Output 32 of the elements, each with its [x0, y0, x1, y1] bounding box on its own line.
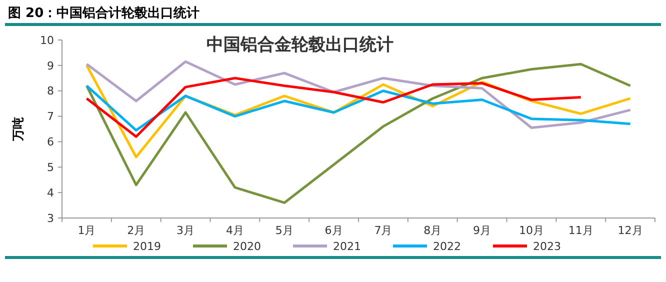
y-tick-label: 3 [47, 212, 54, 225]
x-tick-label: 3月 [176, 224, 195, 237]
chart-subtitle: 中国铝合金轮毂出口统计 [206, 35, 394, 55]
x-tick-label: 2月 [127, 224, 146, 237]
line-series [85, 84, 632, 132]
y-tick-label: 9 [47, 59, 54, 72]
x-tick-label: 5月 [275, 224, 294, 237]
y-tick-label: 4 [47, 186, 54, 200]
y-tick-label: 6 [47, 136, 54, 149]
legend-label: 2019 [133, 240, 161, 253]
x-tick-label: 6月 [324, 224, 343, 237]
chart-title: 图 20：中国铝合计轮毂出口统计 [8, 5, 200, 21]
y-tick-label: 8 [47, 84, 54, 98]
y-tick-label: 7 [47, 110, 54, 124]
y-axis-title: 万吨 [11, 117, 25, 142]
legend-label: 2020 [233, 240, 261, 253]
legend-label: 2022 [433, 240, 461, 253]
x-tick-label: 12月 [618, 224, 643, 237]
x-tick-label: 10月 [518, 224, 544, 237]
line-series [85, 60, 632, 129]
y-tick-label: 5 [47, 160, 54, 174]
x-tick-label: 11月 [568, 224, 594, 237]
legend-label: 2021 [333, 240, 361, 253]
line-series [85, 76, 582, 138]
legend-label: 2023 [533, 240, 561, 253]
x-tick-label: 4月 [226, 224, 244, 237]
x-tick-label: 9月 [473, 224, 492, 237]
x-tick-label: 1月 [78, 224, 96, 237]
line-series [85, 62, 632, 204]
x-tick-label: 8月 [424, 224, 442, 237]
y-tick-label: 10 [40, 34, 54, 47]
x-tick-label: 7月 [374, 224, 392, 237]
